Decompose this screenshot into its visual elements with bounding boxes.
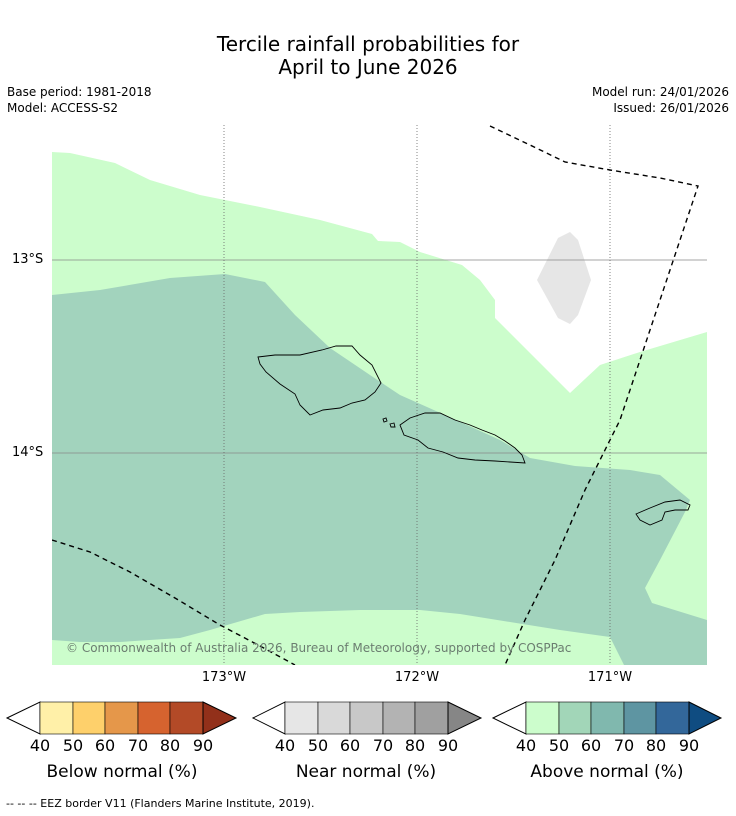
near-tick: 80	[405, 736, 425, 755]
near-normal-label: Near normal (%)	[295, 762, 437, 782]
below-normal-high-arrow	[202, 701, 238, 735]
near-normal-40-50-region	[537, 232, 591, 324]
colorbar-below-normal	[5, 701, 238, 735]
below-normal-swatch-60	[104, 701, 139, 735]
above-normal-label: Above normal (%)	[530, 762, 684, 782]
above-tick: 70	[614, 736, 634, 755]
above-normal-swatch-80	[655, 701, 690, 735]
below-normal-low-arrow	[5, 701, 41, 735]
near-tick: 90	[438, 736, 458, 755]
near-normal-swatch-40	[284, 701, 319, 735]
issued-date: Issued: 26/01/2026	[613, 101, 729, 115]
samoa-coastline	[257, 345, 691, 526]
lon-label-172w: 172°W	[394, 670, 440, 685]
near-normal-low-arrow	[251, 701, 286, 735]
near-normal-high-arrow	[447, 701, 483, 735]
above-normal-swatch-70	[623, 701, 657, 735]
manono-islet	[382, 417, 388, 423]
above-normal-swatch-50	[558, 701, 592, 735]
title-line-2: April to June 2026	[278, 55, 458, 79]
below-tick: 80	[160, 736, 180, 755]
apolima-islet	[389, 422, 396, 428]
near-normal-swatch-50	[317, 701, 351, 735]
below-normal-swatch-40	[39, 701, 74, 735]
map-area	[52, 125, 707, 665]
eez-border	[52, 125, 699, 665]
below-normal-swatch-80	[169, 701, 204, 735]
near-normal-swatch-70	[382, 701, 416, 735]
below-tick: 60	[95, 736, 115, 755]
title-line-1: Tercile rainfall probabilities for	[216, 32, 520, 56]
tutuila-island	[635, 499, 691, 526]
above-tick: 50	[549, 736, 569, 755]
below-normal-label: Below normal (%)	[46, 762, 198, 782]
below-tick: 40	[30, 736, 50, 755]
model-name: Model: ACCESS-S2	[7, 101, 119, 115]
below-tick: 90	[193, 736, 213, 755]
near-tick: 60	[340, 736, 360, 755]
upolu-island	[399, 412, 526, 464]
below-tick: 50	[63, 736, 83, 755]
above-normal-swatch-60	[590, 701, 625, 735]
near-normal-swatch-60	[349, 701, 384, 735]
below-normal-swatch-70	[137, 701, 171, 735]
lon-label-171w: 171°W	[587, 670, 633, 685]
lat-label-13s: 13°S	[12, 252, 44, 267]
above-normal-low-arrow	[491, 701, 527, 735]
eez-footnote: -- -- -- EEZ border V11 (Flanders Marine…	[6, 797, 315, 810]
near-tick: 50	[308, 736, 328, 755]
above-tick: 90	[679, 736, 699, 755]
colorbar-above-normal	[491, 701, 723, 735]
longitude-grid	[223, 125, 611, 665]
above-tick: 80	[646, 736, 666, 755]
near-tick: 70	[373, 736, 393, 755]
savaii-island	[257, 345, 382, 416]
copyright-notice: © Commonwealth of Australia 2026, Bureau…	[66, 641, 572, 655]
near-tick: 40	[275, 736, 295, 755]
above-tick: 40	[516, 736, 536, 755]
below-normal-swatch-50	[72, 701, 106, 735]
above-normal-50-60-region	[52, 274, 707, 665]
below-tick: 70	[128, 736, 148, 755]
above-normal-high-arrow	[688, 701, 723, 735]
lat-label-14s: 14°S	[12, 445, 44, 460]
base-period: Base period: 1981-2018	[7, 85, 152, 99]
model-run: Model run: 24/01/2026	[591, 85, 729, 99]
above-tick: 60	[581, 736, 601, 755]
latitude-grid	[52, 259, 707, 454]
lon-label-173w: 173°W	[201, 670, 247, 685]
colorbar-near-normal	[251, 701, 483, 735]
near-normal-swatch-80	[414, 701, 449, 735]
above-normal-swatch-40	[525, 701, 560, 735]
